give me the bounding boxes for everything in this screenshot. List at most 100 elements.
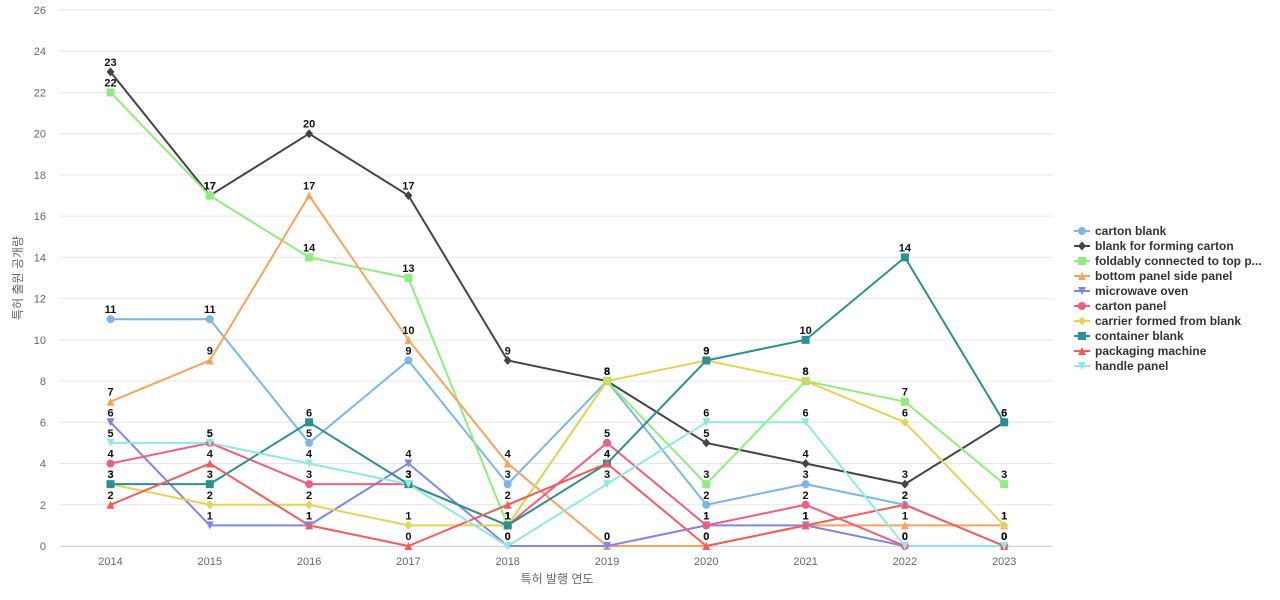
data-point[interactable]: [305, 480, 314, 489]
data-label: 3: [703, 469, 709, 481]
data-point[interactable]: [603, 459, 611, 468]
data-point[interactable]: [900, 417, 909, 427]
data-point[interactable]: [404, 191, 413, 201]
data-point[interactable]: [305, 521, 314, 530]
data-point[interactable]: [702, 542, 711, 550]
data-point[interactable]: [205, 438, 214, 447]
data-point[interactable]: [702, 418, 711, 427]
data-point[interactable]: [106, 315, 115, 324]
data-point[interactable]: [702, 480, 711, 489]
data-point[interactable]: [801, 335, 810, 344]
legend-item[interactable]: carton panel: [1074, 299, 1166, 313]
legend-marker-symbol: [1078, 332, 1086, 340]
data-label: 9: [703, 345, 709, 357]
data-point[interactable]: [801, 500, 810, 509]
data-point[interactable]: [503, 355, 512, 365]
data-point[interactable]: [404, 520, 413, 530]
data-point[interactable]: [404, 480, 413, 489]
data-point[interactable]: [106, 500, 115, 509]
data-point[interactable]: [503, 542, 512, 550]
data-point[interactable]: [801, 480, 810, 489]
data-label: 7: [107, 387, 113, 399]
data-point[interactable]: [106, 88, 115, 97]
data-point[interactable]: [801, 376, 810, 386]
data-point[interactable]: [1000, 542, 1009, 550]
data-point[interactable]: [702, 438, 711, 448]
data-point[interactable]: [603, 438, 611, 447]
data-point[interactable]: [106, 67, 115, 77]
data-point[interactable]: [900, 542, 909, 550]
legend-item[interactable]: blank for forming carton: [1074, 239, 1234, 253]
data-point[interactable]: [205, 356, 214, 365]
x-axis-ticks: 2014 2015 2016 2017 2018 2019 2020 2021 2022 2023: [98, 556, 1016, 568]
data-point[interactable]: [205, 500, 214, 510]
legend-item[interactable]: handle panel: [1074, 359, 1168, 373]
data-label: 1: [902, 510, 908, 522]
data-label: 1: [405, 510, 411, 522]
legend-item[interactable]: carrier formed from blank: [1074, 314, 1241, 328]
data-point[interactable]: [702, 500, 711, 509]
data-point[interactable]: [205, 459, 214, 468]
data-point[interactable]: [603, 376, 611, 386]
data-point[interactable]: [305, 438, 314, 447]
data-point[interactable]: [801, 418, 810, 427]
data-point[interactable]: [702, 521, 711, 530]
legend-marker-symbol: [1078, 316, 1086, 326]
data-point[interactable]: [1000, 520, 1009, 530]
data-point[interactable]: [205, 191, 214, 200]
data-point[interactable]: [106, 418, 115, 427]
data-point[interactable]: [205, 521, 214, 530]
data-label: 0: [405, 531, 411, 543]
x-tick-label: 2014: [98, 556, 122, 568]
data-point[interactable]: [801, 459, 810, 469]
legend-item[interactable]: foldably connected to top p...: [1074, 254, 1262, 268]
data-label: 2: [902, 490, 908, 502]
data-label: 3: [306, 469, 312, 481]
data-point[interactable]: [503, 459, 512, 468]
data-label: 20: [303, 119, 315, 131]
data-point[interactable]: [900, 479, 909, 489]
legend-item[interactable]: carton blank: [1074, 224, 1167, 238]
data-point[interactable]: [900, 253, 909, 262]
legend-item[interactable]: bottom panel side panel: [1074, 269, 1232, 283]
legend-item[interactable]: microwave oven: [1074, 284, 1188, 298]
data-point[interactable]: [305, 253, 314, 262]
data-point[interactable]: [1000, 418, 1009, 427]
data-point[interactable]: [900, 521, 909, 530]
legend-item[interactable]: packaging machine: [1074, 344, 1207, 358]
data-point[interactable]: [801, 521, 810, 530]
data-point[interactable]: [900, 397, 909, 406]
data-point[interactable]: [106, 397, 115, 406]
data-point[interactable]: [205, 315, 214, 324]
data-point[interactable]: [305, 191, 314, 200]
data-point[interactable]: [404, 542, 413, 550]
data-point[interactable]: [205, 480, 214, 489]
data-point[interactable]: [603, 480, 611, 489]
data-point[interactable]: [503, 480, 512, 489]
data-point[interactable]: [404, 274, 413, 282]
data-label: 1: [505, 510, 511, 522]
legend-item[interactable]: container blank: [1074, 329, 1184, 343]
data-point[interactable]: [702, 356, 711, 365]
data-point[interactable]: [305, 459, 314, 468]
data-point[interactable]: [106, 438, 115, 447]
y-tick-label: 2: [40, 500, 46, 512]
data-point[interactable]: [503, 500, 512, 509]
data-point[interactable]: [404, 459, 413, 468]
data-point[interactable]: [503, 521, 512, 530]
data-point[interactable]: [404, 356, 413, 365]
data-point[interactable]: [900, 500, 909, 509]
data-label: 0: [1001, 531, 1007, 543]
data-point[interactable]: [106, 459, 115, 468]
data-label: 2: [107, 490, 113, 502]
data-point[interactable]: [603, 542, 611, 550]
data-point[interactable]: [305, 418, 314, 427]
data-label: 3: [207, 469, 213, 481]
data-point[interactable]: [106, 480, 115, 489]
data-label: 8: [604, 366, 610, 378]
data-point[interactable]: [404, 335, 413, 344]
data-point[interactable]: [1000, 480, 1009, 489]
data-point[interactable]: [305, 500, 314, 510]
data-point[interactable]: [305, 129, 314, 139]
